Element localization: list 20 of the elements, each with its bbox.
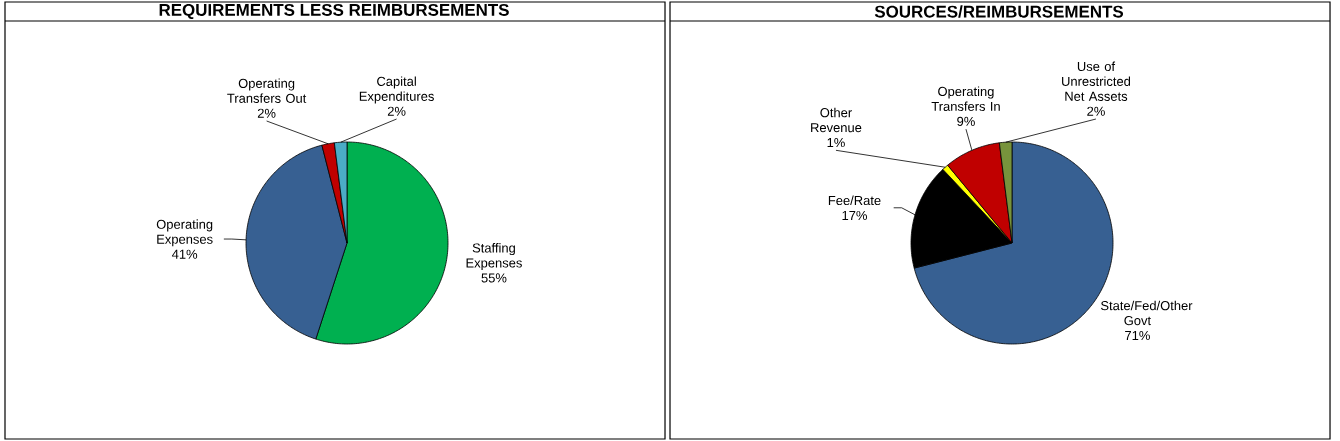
slice-label: Other Revenue (811, 107, 862, 133)
slice-label: State/Fed/Other Govt (1101, 300, 1193, 326)
chart-title: REQUIREMENTS LESS REIMBURSEMENTS (159, 3, 509, 20)
slice-label: Operating Transfers In (931, 86, 1000, 111)
slice-label: Fee/Rate (828, 195, 881, 206)
data-label: 9% (957, 116, 975, 126)
data-label: 55% (481, 273, 507, 283)
data-label: 41% (171, 249, 198, 259)
data-label: 71% (1125, 331, 1150, 341)
data-label: 2% (387, 106, 406, 116)
chart-title: SOURCES/REIMBURSEMENTS (874, 5, 1124, 18)
data-label: 2% (257, 108, 276, 118)
slice-label: Capital Expenditures (359, 76, 434, 104)
data-label: 1% (827, 138, 845, 148)
slice-label: Staffing Expenses (466, 243, 522, 271)
slice-label: Operating Transfers Out (227, 78, 307, 103)
data-label: 2% (1087, 106, 1105, 116)
data-label: 17% (842, 210, 867, 220)
slice-label: Operating Expenses (156, 219, 213, 247)
slice-label: Use of Unrestricted Net Assets (1062, 61, 1131, 101)
